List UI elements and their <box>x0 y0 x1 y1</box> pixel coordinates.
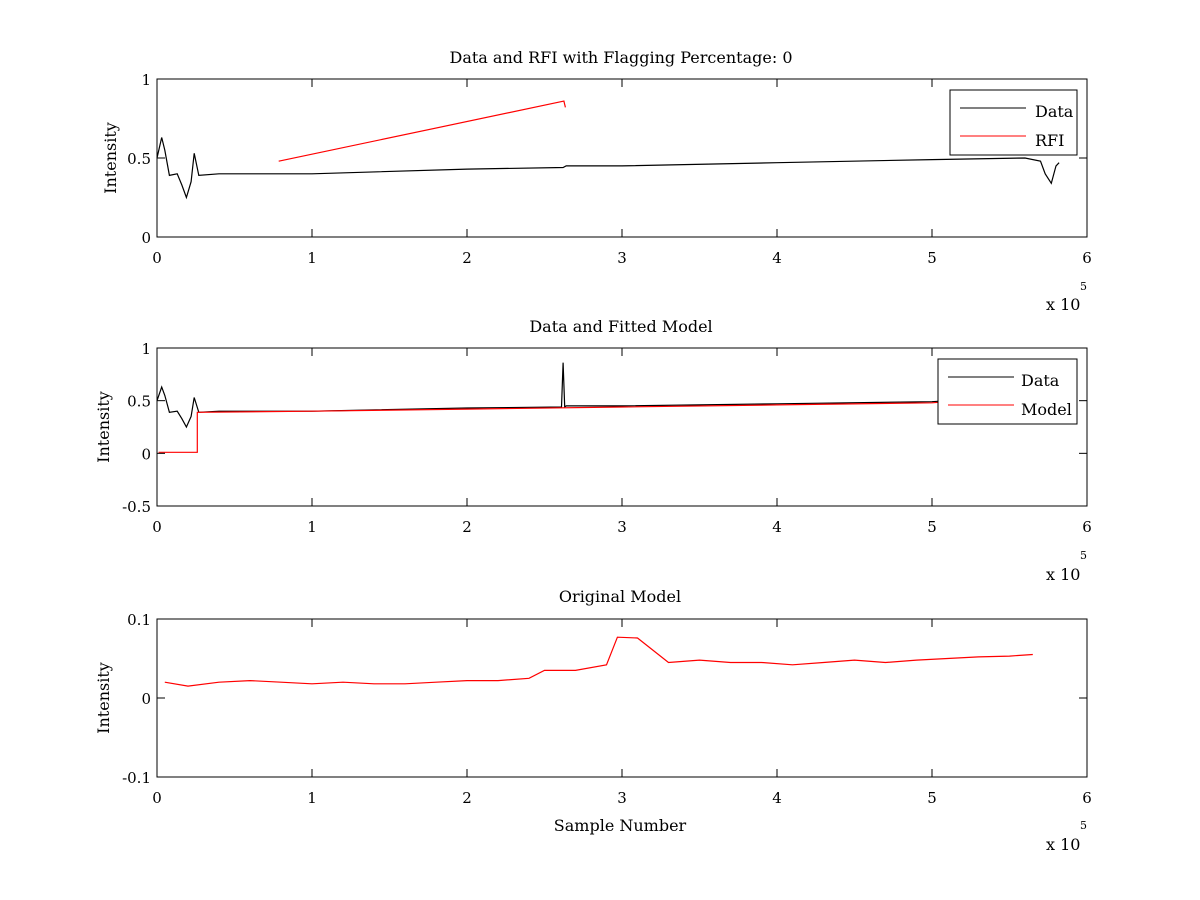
x-exponent: 5 <box>1080 549 1087 562</box>
x-multiplier: x 10 <box>1046 295 1080 314</box>
x-tick-label: 3 <box>617 518 627 536</box>
x-tick-label: 6 <box>1082 518 1092 536</box>
legend-box <box>949 89 1078 156</box>
x-tick-label: 4 <box>772 518 782 536</box>
legend-label-data: Data <box>1021 371 1060 390</box>
x-tick-label: 4 <box>772 249 782 267</box>
x-tick-label: 0 <box>152 518 162 536</box>
x-axis-ticks: 0 1 2 3 4 5 6 <box>152 79 1092 267</box>
x-axis-label: Sample Number <box>554 816 687 835</box>
legend: Data RFI <box>949 89 1078 156</box>
series-line-data <box>156 137 1060 200</box>
series-lines <box>164 636 1033 687</box>
series-line-data <box>156 362 948 429</box>
plot-area <box>156 347 1088 507</box>
x-axis-ticks: 0 1 2 3 4 5 6 <box>152 348 1092 536</box>
plot-area <box>156 78 1088 238</box>
series-lines <box>156 100 1060 200</box>
y-axis-ticks: 00.51 <box>127 71 1087 247</box>
x-tick-label: 5 <box>927 789 937 807</box>
y-tick-label: -0.1 <box>122 769 151 787</box>
x-tick-label: 5 <box>927 518 937 536</box>
chart-title: Data and RFI with Flagging Percentage: 0 <box>449 48 792 67</box>
x-tick-label: 0 <box>152 249 162 267</box>
x-tick-label: 5 <box>927 249 937 267</box>
x-tick-label: 3 <box>617 249 627 267</box>
legend-label-data: Data <box>1035 102 1074 121</box>
y-tick-label: 0.1 <box>127 611 151 629</box>
series-line-model <box>158 401 948 453</box>
y-tick-label: 1 <box>141 71 151 89</box>
legend-label-model: Model <box>1021 400 1072 419</box>
y-tick-label: -0.5 <box>122 498 151 516</box>
y-tick-label: 0.5 <box>127 393 151 411</box>
chart-title: Original Model <box>559 587 681 606</box>
panel-data-rfi: Data and RFI with Flagging Percentage: 0… <box>101 48 1092 314</box>
y-axis-label: Intensity <box>101 122 120 194</box>
y-axis-ticks: -0.5 0 0.5 1 <box>122 340 1087 516</box>
x-tick-label: 4 <box>772 789 782 807</box>
x-multiplier: x 10 <box>1046 565 1080 584</box>
x-tick-label: 6 <box>1082 789 1092 807</box>
y-tick-label: 1 <box>141 340 151 358</box>
x-tick-label: 1 <box>307 789 317 807</box>
chart-title: Data and Fitted Model <box>529 317 712 336</box>
x-tick-label: 2 <box>462 789 472 807</box>
legend-label-rfi: RFI <box>1035 131 1064 150</box>
y-tick-label: 0 <box>141 690 151 708</box>
y-tick-label: 0 <box>141 229 151 247</box>
y-tick-label: 0.5 <box>127 150 151 168</box>
y-tick-label: 0 <box>141 445 151 463</box>
plot-area <box>156 618 1088 778</box>
y-axis-ticks: -0.1 0 0.1 <box>122 611 1087 787</box>
x-tick-label: 1 <box>307 518 317 536</box>
y-axis-label: Intensity <box>94 391 113 463</box>
x-tick-label: 1 <box>307 249 317 267</box>
y-axis-label: Intensity <box>94 662 113 734</box>
series-line-series-1 <box>164 636 1033 687</box>
legend: Data Model <box>937 358 1078 425</box>
x-exponent: 5 <box>1080 819 1087 832</box>
x-tick-label: 6 <box>1082 249 1092 267</box>
series-line-rfi <box>278 100 566 162</box>
legend-box <box>937 358 1078 425</box>
series-lines <box>156 362 948 453</box>
x-tick-label: 3 <box>617 789 627 807</box>
x-axis-ticks: 0 1 2 3 4 5 6 <box>152 619 1092 807</box>
x-multiplier: x 10 <box>1046 835 1080 854</box>
x-tick-label: 2 <box>462 249 472 267</box>
x-exponent: 5 <box>1080 280 1087 293</box>
x-tick-label: 2 <box>462 518 472 536</box>
x-tick-label: 0 <box>152 789 162 807</box>
